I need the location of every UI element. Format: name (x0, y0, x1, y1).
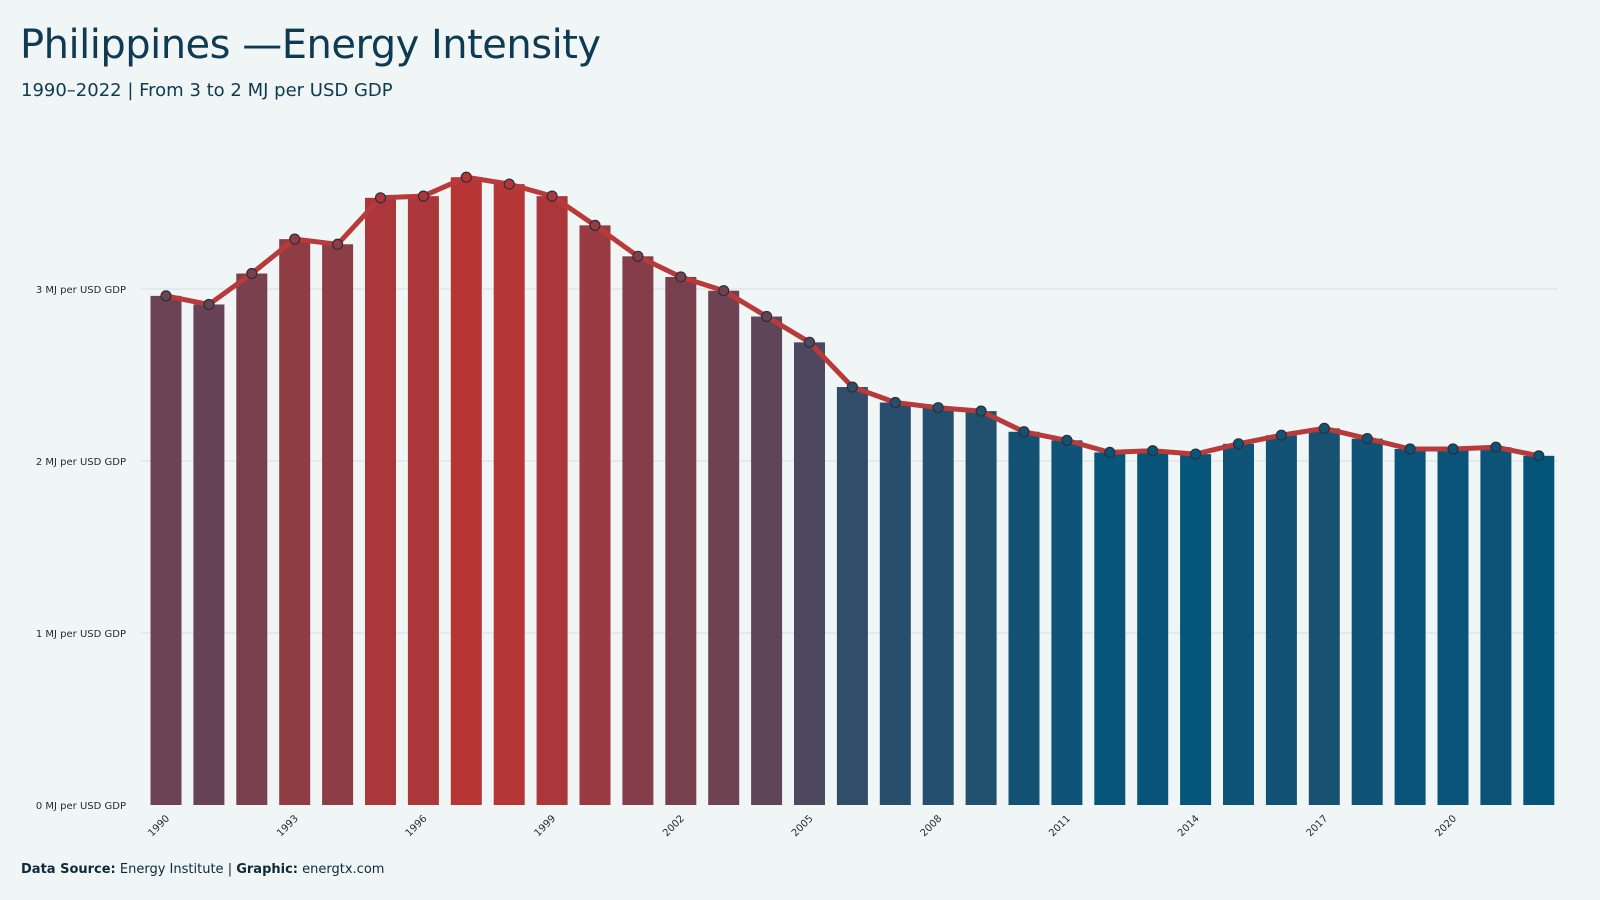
y-axis-ticks: 0 MJ per USD GDP 1 MJ per USD GDP 2 MJ per… (36, 285, 126, 812)
data-point (503, 178, 515, 190)
bar (1265, 435, 1297, 805)
x-tick-label: 2014 (1176, 813, 1202, 839)
bar (1094, 452, 1126, 805)
data-point (975, 405, 987, 417)
x-tick-label: 2005 (790, 813, 816, 839)
data-point (332, 238, 344, 250)
bar (150, 295, 182, 805)
x-tick-label: 2011 (1047, 813, 1073, 839)
data-point (1018, 426, 1030, 438)
bar (1480, 447, 1512, 805)
bar (794, 342, 825, 805)
bar (322, 244, 354, 805)
bar (536, 196, 568, 805)
bar (1137, 450, 1169, 805)
data-point (1404, 443, 1416, 455)
bar (193, 304, 225, 805)
caption-separator: | (227, 862, 233, 877)
bar (1223, 443, 1254, 805)
graphic-value: energtx.com (302, 862, 385, 877)
x-tick-label: 1996 (404, 813, 430, 839)
bar (751, 316, 783, 805)
bar (407, 196, 439, 805)
bar (1051, 440, 1083, 805)
data-point (1104, 446, 1116, 458)
data-point (289, 233, 301, 245)
data-point (460, 171, 472, 183)
data-point (632, 250, 644, 262)
bar (450, 177, 482, 805)
bar (879, 402, 911, 805)
data-point (718, 285, 730, 297)
bar (1523, 455, 1555, 805)
data-point (1490, 441, 1502, 453)
y-tick-label: 3 MJ per USD GDP (36, 285, 126, 296)
bar (708, 290, 740, 806)
data-point (1275, 429, 1288, 441)
bar (965, 411, 997, 805)
bar (365, 197, 396, 806)
data-point (546, 190, 558, 202)
y-tick-label: 2 MJ per USD GDP (36, 457, 126, 468)
bar (1308, 428, 1340, 805)
source-label: Data Source: (21, 862, 116, 877)
bar (1351, 438, 1383, 805)
data-point (889, 396, 901, 409)
x-tick-label: 2020 (1433, 813, 1459, 839)
data-point (1447, 443, 1459, 455)
bar (493, 184, 525, 805)
data-point (1318, 422, 1330, 434)
bar (236, 273, 268, 805)
data-point (1232, 438, 1245, 450)
x-tick-label: 2017 (1305, 813, 1331, 839)
bars (150, 177, 1555, 806)
bar (1008, 431, 1040, 805)
x-tick-label: 2008 (919, 813, 945, 839)
data-point (1147, 445, 1159, 457)
data-point (803, 336, 816, 348)
y-tick-label: 1 MJ per USD GDP (36, 629, 126, 640)
data-point (932, 402, 944, 414)
bar (622, 256, 654, 805)
bar (836, 387, 868, 805)
data-point (760, 310, 773, 323)
data-point (1189, 448, 1202, 460)
x-tick-label: 1993 (275, 813, 301, 839)
bar (279, 239, 311, 805)
data-point (246, 267, 258, 280)
data-point (846, 381, 859, 393)
data-point (160, 290, 172, 302)
x-tick-label: 1999 (532, 813, 558, 839)
trend-points (160, 171, 1545, 462)
y-tick-label: 0 MJ per USD GDP (36, 801, 126, 812)
data-point (374, 192, 387, 204)
data-point (589, 219, 601, 231)
data-point (203, 298, 215, 311)
chart-subtitle: 1990–2022 | From 3 to 2 MJ per USD GDP (21, 80, 393, 101)
data-point (1361, 433, 1373, 445)
caption: Data Source: Energy Institute | Graphic:… (21, 862, 384, 877)
bar (579, 225, 611, 806)
graphic-label: Graphic: (236, 862, 298, 877)
bar (1180, 454, 1212, 805)
source-value: Energy Institute (119, 862, 224, 877)
bar (1394, 448, 1426, 805)
chart-title: Philippines —Energy Intensity (20, 22, 601, 68)
data-point (1061, 434, 1073, 446)
bar (922, 407, 954, 805)
data-point (675, 271, 687, 283)
bar (1437, 448, 1469, 805)
bar (665, 276, 697, 806)
x-tick-label: 1990 (146, 813, 172, 839)
x-tick-label: 2002 (661, 813, 687, 839)
data-point (1533, 450, 1545, 462)
data-point (417, 190, 429, 202)
x-axis-ticks: 1990 1993 1996 1999 2002 2005 2008 2011 2014 2017… (146, 813, 1459, 839)
